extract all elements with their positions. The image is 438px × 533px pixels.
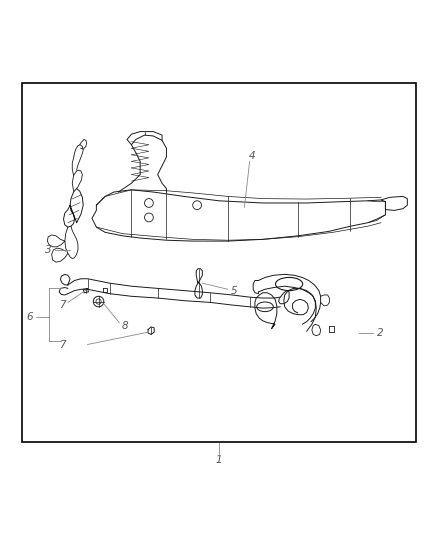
Text: 3: 3 (45, 245, 52, 255)
Text: 5: 5 (230, 286, 237, 296)
Text: 7: 7 (59, 300, 66, 310)
Text: 4: 4 (249, 151, 256, 161)
Text: 8: 8 (121, 321, 128, 330)
Text: 7: 7 (59, 341, 66, 350)
Bar (22, 83, 416, 442)
Text: 1: 1 (215, 455, 223, 465)
Text: 6: 6 (26, 312, 33, 322)
Text: 2: 2 (377, 328, 384, 338)
